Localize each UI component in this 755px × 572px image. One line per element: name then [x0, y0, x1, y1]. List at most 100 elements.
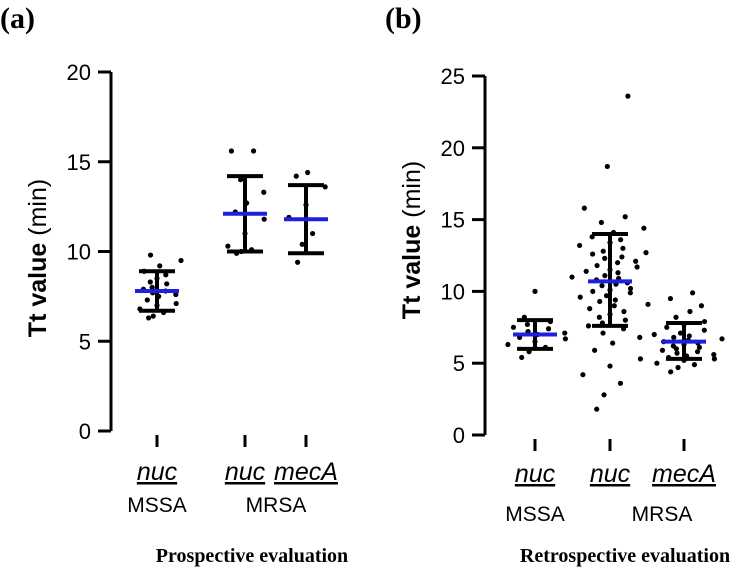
y-axis-label-b-unit: (min) — [398, 161, 426, 218]
data-point-b-0-12 — [524, 321, 531, 328]
data-point-a-0-14 — [147, 279, 153, 285]
data-point-b-1-34 — [602, 273, 608, 279]
y-tick-label-b-5: 25 — [441, 64, 465, 89]
data-point-b-1-0 — [594, 406, 600, 412]
data-point-b-1-36 — [583, 268, 589, 274]
data-point-b-1-41 — [633, 258, 639, 264]
gene-label-b-0: nuc — [515, 460, 556, 488]
caption-b: Retrospective evaluation — [520, 545, 730, 567]
gene-label-a-0: nuc — [137, 458, 178, 486]
y-axis-label-a-unit: (min) — [24, 179, 52, 236]
data-point-b-1-2 — [617, 380, 624, 386]
data-point-b-1-27 — [627, 285, 634, 292]
data-point-b-0-8 — [562, 330, 568, 336]
data-point-b-1-40 — [615, 260, 621, 266]
data-point-b-1-18 — [611, 303, 617, 309]
data-point-b-1-52 — [641, 225, 647, 231]
data-point-b-1-13 — [622, 317, 628, 323]
data-point-b-1-45 — [600, 248, 606, 254]
data-point-b-0-11 — [510, 324, 517, 330]
data-point-b-1-6 — [592, 347, 598, 353]
data-point-b-2-27 — [701, 318, 708, 325]
data-point-b-1-35 — [615, 270, 621, 276]
gene-label-a-2: mecA — [274, 458, 338, 486]
y-axis-label-b-main: Tt value — [398, 225, 426, 320]
y-axis-label-a: Tt value (min) — [24, 179, 52, 337]
data-point-b-1-24 — [627, 290, 633, 296]
data-point-b-2-14 — [670, 343, 676, 349]
group-label-b-mssa: MSSA — [505, 503, 565, 526]
data-point-b-1-47 — [577, 242, 583, 249]
data-point-b-0-5 — [562, 336, 569, 342]
data-point-b-0-10 — [545, 326, 552, 332]
data-point-b-1-19 — [645, 301, 651, 307]
data-point-a-0-12 — [149, 284, 155, 290]
data-point-b-1-3 — [580, 372, 586, 378]
y-tick-label-b-0: 0 — [453, 423, 465, 448]
data-point-a-0-6 — [144, 297, 150, 303]
data-point-b-2-22 — [651, 331, 657, 338]
data-point-b-2-11 — [659, 347, 666, 353]
data-point-a-1-8 — [261, 189, 267, 195]
data-point-b-1-44 — [589, 251, 596, 257]
data-point-a-0-16 — [163, 272, 169, 278]
data-point-b-1-39 — [594, 262, 600, 269]
data-point-b-1-8 — [637, 334, 643, 340]
data-point-b-1-5 — [637, 356, 644, 362]
gene-label-a-1: nuc — [225, 458, 266, 486]
y-tick-label-b-4: 20 — [441, 136, 465, 161]
y-axis-label-a-main: Tt value — [24, 243, 52, 338]
panel-label-b: (b) — [385, 2, 422, 35]
data-point-b-1-23 — [603, 293, 610, 299]
data-point-b-2-30 — [698, 303, 705, 309]
data-point-b-1-28 — [599, 283, 605, 289]
data-point-a-1-9 — [238, 177, 244, 183]
data-point-b-2-13 — [696, 344, 702, 351]
y-tick-label-a-2: 10 — [67, 240, 91, 265]
data-point-b-1-43 — [619, 254, 625, 260]
data-point-b-2-25 — [664, 324, 670, 330]
data-point-a-0-1 — [150, 313, 156, 319]
data-point-b-2-20 — [671, 334, 677, 340]
data-point-a-0-0 — [146, 315, 152, 321]
data-point-a-2-1 — [299, 241, 305, 247]
panel-label-a: (a) — [0, 2, 35, 35]
y-tick-label-b-1: 5 — [453, 351, 465, 376]
data-point-a-2-2 — [310, 230, 316, 237]
data-point-a-0-18 — [157, 263, 163, 269]
data-point-b-1-9 — [600, 330, 606, 336]
data-point-b-0-15 — [532, 288, 538, 294]
y-tick-label-a-0: 0 — [79, 419, 91, 444]
gene-label-b-1: nuc — [590, 460, 631, 488]
data-point-b-2-31 — [667, 295, 674, 302]
data-point-b-1-25 — [590, 288, 596, 294]
data-point-b-2-28 — [673, 314, 679, 320]
data-point-b-2-21 — [686, 333, 692, 339]
data-point-b-1-1 — [601, 392, 607, 398]
y-tick-label-b-2: 10 — [441, 279, 465, 304]
data-point-a-0-8 — [173, 291, 179, 298]
data-point-a-1-3 — [225, 243, 231, 249]
data-point-a-2-6 — [293, 173, 299, 179]
data-point-a-1-5 — [261, 216, 267, 222]
y-tick-label-a-3: 15 — [67, 150, 91, 175]
data-point-b-2-10 — [694, 349, 701, 355]
data-point-a-1-11 — [228, 148, 234, 154]
data-point-b-2-23 — [677, 330, 684, 336]
caption-a: Prospective evaluation — [156, 545, 348, 567]
data-point-b-1-17 — [587, 306, 593, 312]
data-point-b-1-21 — [612, 297, 618, 303]
group-label-a-mrsa: MRSA — [246, 494, 307, 517]
group-label-a-mssa: MSSA — [127, 494, 187, 517]
data-point-a-0-13 — [164, 281, 170, 287]
data-point-b-2-24 — [701, 327, 707, 333]
data-point-b-2-33 — [643, 250, 649, 256]
data-point-b-1-53 — [598, 219, 604, 226]
y-tick-label-a-1: 5 — [79, 329, 91, 354]
data-point-b-1-42 — [602, 255, 608, 261]
data-point-b-1-20 — [597, 298, 603, 305]
data-point-b-2-19 — [719, 336, 725, 342]
data-point-b-1-7 — [610, 340, 616, 346]
y-tick-label-b-3: 15 — [441, 208, 465, 233]
data-point-b-1-54 — [622, 214, 628, 220]
